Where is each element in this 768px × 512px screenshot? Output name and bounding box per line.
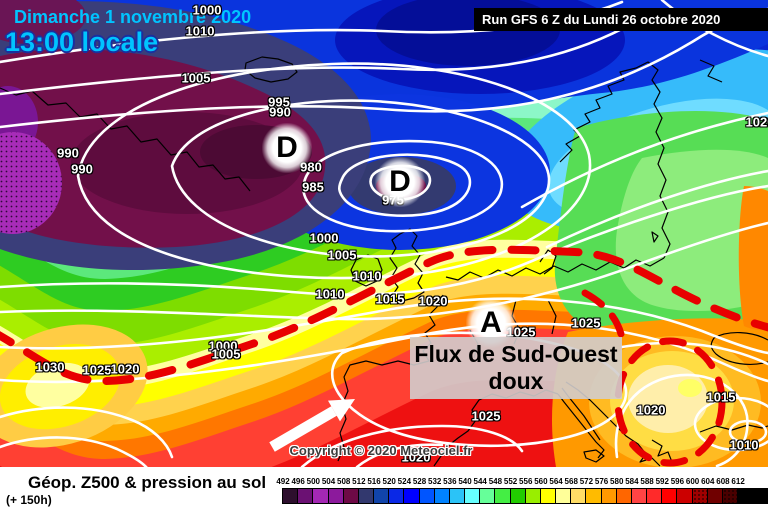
legend-footer: Géop. Z500 & pression au sol (+ 150h) 49… (0, 467, 768, 512)
pressure-value-label: 1000 (208, 338, 238, 354)
annotation-line1: Flux de Sud-Ouest (414, 341, 618, 367)
colorbar-tick-label: 572 (579, 477, 594, 486)
colorbar-tick-label: 492 (276, 477, 290, 486)
colorbar-tick-label: 556 (519, 477, 533, 486)
colorbar (0, 488, 768, 504)
colorbar-tick-label: 564 (549, 477, 563, 486)
pressure-value-label: 1000 (192, 2, 222, 18)
pressure-value-label: 1025 (82, 362, 112, 378)
pressure-value-label: 1020 (110, 361, 140, 377)
flow-arrow-icon (269, 399, 355, 452)
annotation-box: Flux de Sud-Ouest doux (410, 337, 622, 399)
azores-warm-core (0, 324, 148, 448)
colorbar-tick-label: 536 (443, 477, 457, 486)
colorbar-tick-label: 604 (701, 477, 715, 486)
pressure-value-label: 985 (302, 179, 324, 195)
pressure-value-label: 1025 (471, 408, 501, 424)
map-graphics (0, 0, 768, 467)
pressure-value-label: 1005 (327, 247, 357, 263)
pressure-value-label: 1010 (185, 23, 215, 39)
pressure-value-label: 1010 (315, 286, 345, 302)
colorbar-tick-label: 560 (534, 477, 548, 486)
depression-marker: D (375, 157, 425, 207)
pressure-value-label: 1020 (401, 449, 431, 465)
colorbar-tick-label: 552 (503, 477, 518, 486)
forecast-hour-label: (+ 150h) (6, 493, 52, 507)
colorbar-tick-label: 500 (306, 477, 321, 486)
colorbar-tick-label: 524 (397, 477, 412, 486)
jet-dashed-lines (0, 245, 768, 467)
colorbar-tick-label: 592 (655, 477, 669, 486)
colorbar-tick-label: 540 (458, 477, 472, 486)
map-time-label: 13:00 locale (5, 27, 159, 57)
pressure-value-label: 1020 (418, 293, 448, 309)
colorbar-tick-label: 544 (473, 477, 487, 486)
colorbar-tick-label: 576 (594, 477, 609, 486)
colorbar-scale: 492 496 500 504 508 512 516 520 524 528 532 536 540 5… (0, 477, 768, 486)
colorbar-tick-label: 608 (716, 477, 730, 486)
colorbar-tick-label: 520 (382, 477, 396, 486)
colorbar-cell (721, 488, 740, 504)
pressure-value-label: 1015 (375, 291, 405, 307)
colorbar-tick-label: 528 (412, 477, 427, 486)
pressure-value-label: 995 (268, 94, 290, 110)
pressure-value-label: 1000 (309, 230, 339, 246)
pressure-value-label: 1020 (636, 402, 666, 418)
colorbar-tick-label: 504 (321, 477, 336, 486)
colorbar-tick-label: 516 (367, 477, 381, 486)
pressure-value-label: 1010 (729, 437, 759, 453)
colorbar-cell (691, 488, 709, 504)
colorbar-tick-label: 580 (610, 477, 624, 486)
colorbar-tick-label: 596 (670, 477, 685, 486)
depression-marker: D (262, 123, 312, 173)
pressure-value-label: 1010 (352, 268, 382, 284)
colorbar-tick-label: 612 (731, 477, 745, 486)
colorbar-tick-label: 600 (685, 477, 700, 486)
colorbar-tick-label: 548 (488, 477, 503, 486)
model-run-banner: Run GFS 6 Z du Lundi 26 octobre 2020 (474, 8, 768, 31)
pressure-value-label: 1030 (35, 359, 65, 375)
colorbar-tick-label: 588 (640, 477, 654, 486)
colorbar-tick-label: 584 (625, 477, 639, 486)
pressure-value-label: 990 (71, 161, 93, 177)
pressure-value-label: 1015 (706, 389, 736, 405)
colorbar-tick-label: 496 (291, 477, 305, 486)
colorbar-tick-label: 508 (336, 477, 351, 486)
pressure-value-label: 990 (269, 104, 291, 120)
east-europe-band (554, 110, 768, 343)
pressure-value-label: 1005 (211, 346, 241, 362)
legend-title: Géop. Z500 & pression au sol (28, 473, 267, 492)
pressure-value-label: 990 (57, 145, 79, 161)
map-area: Dimanche 1 novembre 2020 13:00 locale Ru… (0, 0, 768, 467)
colorbar-tick-label: 512 (352, 477, 366, 486)
colorbar-cell (737, 488, 768, 504)
map-date-label: Dimanche 1 novembre 2020 (14, 7, 252, 27)
colorbar-tick-label: 532 (428, 477, 442, 486)
annotation-line2: doux (488, 368, 544, 394)
pressure-value-label: 1005 (181, 70, 211, 86)
colorbar-tick-label: 568 (564, 477, 578, 486)
pressure-value-label: 1020 (745, 114, 768, 130)
copyright-label: Copyright © 2020 Meteociel.fr (289, 443, 473, 458)
pressure-value-label: 1025 (571, 315, 601, 331)
